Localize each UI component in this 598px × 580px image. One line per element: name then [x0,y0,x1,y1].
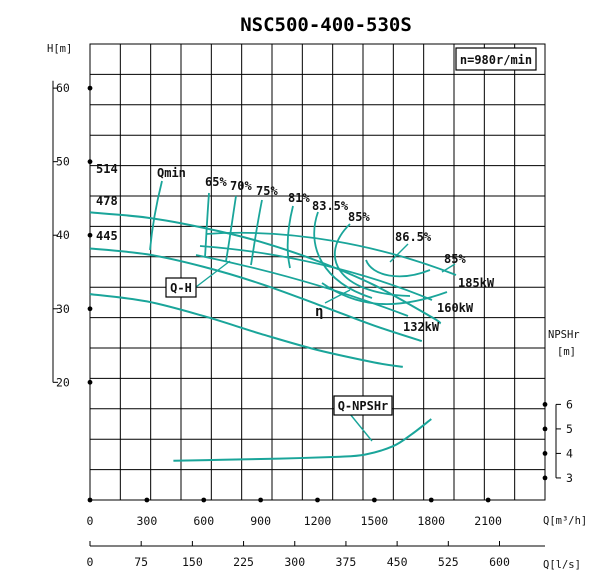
eff-line-75 [250,199,263,266]
y-tick-dot [87,85,93,91]
x-tick-label: 600 [193,514,214,528]
speed-label-box [455,47,537,71]
eff-label-85: 85% [348,210,370,224]
grid [89,43,546,501]
y-tick-label: 20 [56,375,70,389]
y-tick-label: 40 [56,228,70,242]
x-tick-dot [87,497,93,503]
x-tick-dot [258,497,264,503]
x-tick-dot [371,497,377,503]
y2-tick-label: 3 [566,471,573,485]
y-tick-labels: 60 50 40 30 20 [52,80,93,389]
y2-tick-dot [542,475,548,481]
eff-label-86-5: 86.5% [395,230,432,244]
eff86-leader [389,243,409,263]
x2-tick-label: 600 [489,555,510,569]
y2-tick-label: 5 [566,422,573,436]
eff-line-85-inner [333,223,411,297]
chart-title: NSC500-400-530S [240,14,412,36]
x2-tick-label: 525 [438,555,459,569]
x-tick-label: 1500 [361,514,389,528]
efficiency-isolines [149,180,457,317]
y-tick-dot [87,379,93,385]
y-tick-label: 60 [56,81,70,95]
power-label-185: 185kW [458,276,495,290]
power-line-132 [195,254,409,317]
eff-label-70: 70% [230,179,252,193]
x2-tick-label: 300 [284,555,305,569]
eff-label-65: 65% [205,175,227,189]
x2-axis-label: Q[l/s] [543,559,581,571]
impeller-445-label: 445 [96,229,118,243]
x2-tick-label: 150 [182,555,203,569]
y2-axis-unit: [m] [557,346,576,358]
qh-curve-514 [89,211,442,325]
x-tick-dot [201,497,207,503]
x2-tick-labels: 0 75 150 225 300 375 450 525 600 [87,541,545,569]
x2-tick-label: 375 [336,555,357,569]
y2-axis-label: NPSHr [548,329,580,341]
power-label-160: 160kW [437,301,474,315]
qmin-label: Qmin [157,166,186,180]
npsh-label-box [333,395,393,416]
impeller-514-label: 514 [96,162,118,176]
npsh-leader [349,413,373,442]
eff-label-81: 81% [288,191,310,205]
x-tick-dot [428,497,434,503]
y2-tick-dot [542,401,548,407]
y-tick-label: 50 [56,155,70,169]
x-tick-label: 1200 [304,514,332,528]
qmin-line [149,180,163,251]
qh-leader [195,260,231,288]
eff-label-75: 75% [256,184,278,198]
qh-curve-445 [89,293,403,368]
eff-line-83-5 [313,211,373,299]
y-axis-label: H[m] [47,43,72,55]
y2-tick-label: 4 [566,446,573,460]
x2-tick-label: 225 [233,555,254,569]
qh-label: Q-H [170,281,192,295]
qh-curve-478 [89,247,423,343]
qh-label-box [165,277,197,298]
x-tick-dot [485,497,491,503]
eff-label-83-5: 83.5% [312,199,349,213]
plot-frame [89,43,546,501]
npsh-label: Q-NPSHr [338,399,389,413]
y-tick-dot [87,306,93,312]
y2-tick-dot [542,451,548,456]
y2-tick-dot [542,426,548,432]
x-tick-label: 2100 [474,514,502,528]
x-tick-label: 300 [136,514,157,528]
x-tick-dot [315,497,320,503]
speed-label: n=980r/min [460,53,532,67]
x-tick-label: 1800 [417,514,445,528]
y-tick-dot [87,159,93,165]
impeller-478-label: 478 [96,194,118,208]
npshr-curve [173,418,432,462]
power-line-185 [205,231,457,276]
x2-tick-label: 450 [387,555,408,569]
x-tick-dot [144,497,150,503]
eff-line-65 [204,192,210,258]
y2-tick-label: 6 [566,397,573,411]
x-tick-labels: 0 300 600 900 1200 1500 1800 2100 [87,497,502,528]
eff-line-86-5 [365,259,431,278]
x2-tick-label: 75 [134,555,148,569]
y2-tick-labels: 6 5 4 3 [542,397,573,485]
eta-leader [324,289,351,304]
y-tick-label: 30 [56,302,70,316]
x2-tick-label: 0 [87,555,94,569]
power-label-132: 132kW [403,320,440,334]
power-line-160 [199,245,433,301]
x-tick-label: 0 [87,514,94,528]
x-tick-label: 900 [250,514,271,528]
eff-line-70 [225,195,237,262]
x-axis-label: Q[m³/h] [543,515,587,527]
eff85-leader [441,263,456,273]
eta-label: η [315,304,323,320]
y-tick-dot [87,232,93,238]
eff-line-81 [286,205,294,269]
eff-label-85-right: 85% [444,252,466,266]
